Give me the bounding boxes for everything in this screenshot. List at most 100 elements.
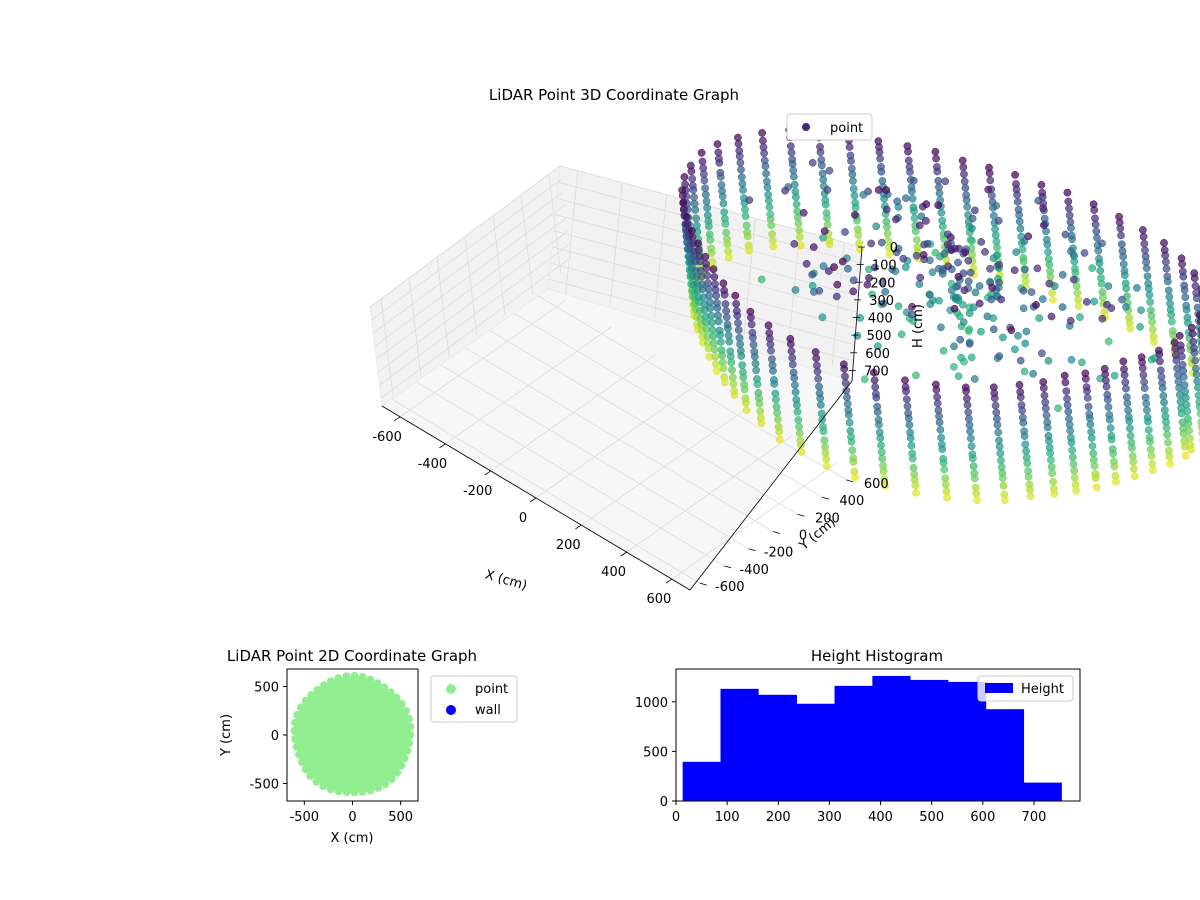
lidar-point (985, 169, 994, 178)
lidar-point (1179, 272, 1188, 281)
plot-2d-title: LiDAR Point 2D Coordinate Graph (227, 647, 477, 665)
lidar-point (749, 340, 758, 349)
lidar-point (1074, 295, 1082, 304)
lidar-point (1072, 486, 1080, 495)
lidar-point (922, 200, 931, 208)
lidar-point (1094, 246, 1103, 255)
lidar-point (939, 458, 948, 467)
lidar-point (701, 253, 710, 261)
lidar-point (733, 311, 742, 320)
lidar-point (840, 364, 849, 373)
lidar-point (796, 241, 805, 250)
lidar-point (687, 167, 696, 176)
point-marker-2d (295, 750, 304, 759)
lidar-point (1090, 462, 1099, 470)
lidar-point (1129, 457, 1138, 466)
lidar-point (1144, 417, 1152, 426)
lidar-point (1196, 317, 1200, 326)
lidar-point (920, 240, 928, 249)
lidar-point (953, 282, 962, 290)
lidar-point (926, 300, 935, 308)
lidar-point (1191, 356, 1200, 365)
lidar-point (1173, 364, 1181, 373)
point-marker-2d (306, 771, 315, 780)
lidar-point (760, 149, 768, 158)
lidar-point (1061, 230, 1070, 239)
lidar-point (1041, 404, 1050, 413)
lidar-point (844, 411, 853, 419)
lidar-point (1137, 306, 1145, 315)
lidar-point (721, 300, 730, 308)
lidar-point (1096, 266, 1105, 275)
lidar-point (963, 401, 972, 409)
lidar-point (718, 192, 727, 201)
lidar-point (904, 147, 912, 156)
point-marker-2d (358, 787, 367, 796)
point-marker-2d (406, 722, 415, 731)
lidar-point (1047, 312, 1056, 321)
lidar-point (1048, 469, 1057, 478)
lidar-point (972, 489, 981, 498)
histogram-title: Height Histogram (811, 647, 943, 665)
lidar-point (790, 172, 798, 181)
lidar-point (1119, 252, 1127, 261)
point-marker-2d (334, 787, 343, 796)
lidar-point (822, 455, 831, 463)
lidar-point (906, 168, 914, 176)
point-marker-2d (342, 788, 351, 797)
legend-2d-point-marker (446, 684, 456, 694)
lidar-point (790, 240, 799, 248)
lidar-point (795, 226, 804, 235)
lidar-point (716, 338, 725, 346)
lidar-point (1165, 293, 1174, 301)
lidar-point (816, 401, 825, 409)
lidar-point (1170, 338, 1179, 347)
lidar-point (910, 207, 918, 215)
lidar-point (1159, 392, 1168, 400)
lidar-point (1046, 449, 1055, 458)
lidar-point (719, 199, 728, 208)
lidar-point (912, 488, 920, 497)
lidar-point (808, 158, 817, 167)
lidar-point (1083, 387, 1091, 395)
lidar-point (935, 189, 944, 198)
lidar-point (999, 333, 1007, 342)
lidar-point (1016, 224, 1025, 233)
lidar-point (1073, 289, 1082, 297)
lidar-point (706, 304, 715, 312)
point-marker-2d (393, 768, 402, 777)
lidar-point (1180, 286, 1189, 294)
point-marker-2d (298, 758, 307, 767)
lidar-point (958, 156, 967, 165)
lidar-point (815, 382, 823, 391)
lidar-point (1155, 350, 1164, 359)
lidar-point (989, 325, 998, 334)
lidar-point (1181, 293, 1190, 302)
lidar-point (922, 217, 930, 225)
lidar-point (940, 250, 949, 258)
lidar-point (1116, 224, 1125, 233)
legend-3d-point-marker (802, 123, 810, 131)
lidar-point (984, 185, 993, 194)
lidar-point (765, 203, 774, 211)
lidar-point (1178, 260, 1186, 269)
lidar-point (1018, 406, 1026, 415)
lidar-point (963, 202, 972, 211)
lidar-point (1143, 406, 1151, 414)
histogram-bar (834, 685, 873, 801)
point-marker-2d (291, 735, 300, 744)
lidar-point (968, 250, 976, 259)
lidar-point (849, 177, 857, 185)
lidar-point (1023, 459, 1032, 468)
lidar-point (1118, 295, 1126, 304)
lidar-point (997, 456, 1005, 465)
grid-line-3d (520, 194, 534, 295)
lidar-point (689, 186, 698, 194)
point-marker-2d (292, 742, 301, 751)
lidar-point (706, 236, 715, 244)
x-tick-3d (575, 524, 582, 530)
lidar-point (942, 487, 951, 496)
lidar-point (981, 248, 989, 256)
x-tick-label-3d: 400 (601, 565, 626, 580)
lidar-point (821, 200, 830, 209)
